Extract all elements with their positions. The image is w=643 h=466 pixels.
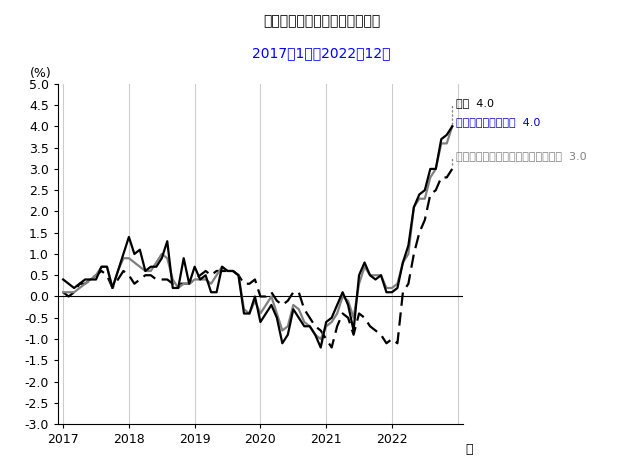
Text: (%): (%)	[30, 68, 51, 81]
Text: 生鮮食品を除く総合  4.0: 生鮮食品を除く総合 4.0	[452, 117, 540, 127]
Text: 消費者物価指数（前年同月比）: 消費者物価指数（前年同月比）	[263, 14, 380, 28]
Text: 年: 年	[465, 443, 473, 456]
Text: 生鮮食品及びエネルギーを除く総合  3.0: 生鮮食品及びエネルギーを除く総合 3.0	[452, 151, 586, 166]
Text: 総合  4.0: 総合 4.0	[452, 98, 494, 123]
Text: 2017年1月～2022年12月: 2017年1月～2022年12月	[252, 47, 391, 61]
